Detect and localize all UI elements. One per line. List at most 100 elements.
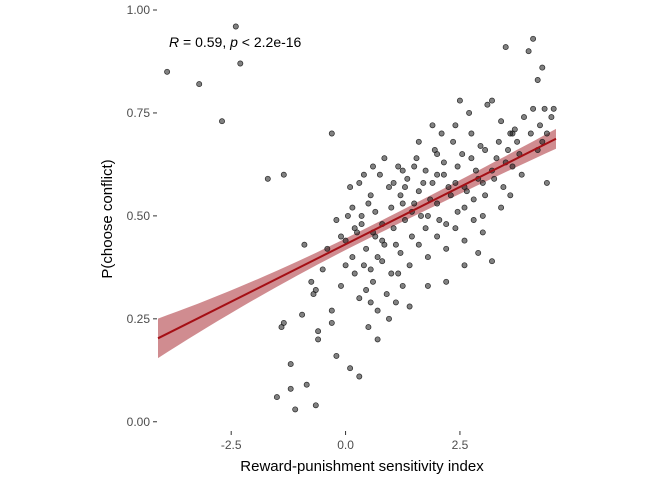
data-point — [308, 278, 315, 285]
data-point — [367, 192, 374, 199]
data-point — [338, 282, 344, 289]
y-tick-label: 0.75 — [127, 106, 151, 120]
data-point — [422, 167, 429, 174]
data-point — [477, 142, 484, 149]
data-point — [299, 311, 306, 318]
data-point — [374, 336, 381, 343]
data-point — [390, 179, 397, 186]
data-point — [505, 147, 511, 153]
data-point — [312, 287, 319, 293]
x-tick-label: 0.0 — [337, 438, 354, 452]
data-point — [356, 295, 363, 302]
data-point — [356, 179, 363, 186]
data-point — [489, 258, 495, 265]
data-point — [406, 303, 413, 310]
data-point — [374, 307, 381, 314]
data-point — [443, 278, 450, 285]
data-point — [450, 138, 457, 145]
data-point — [301, 241, 308, 248]
confidence-band-layer — [158, 128, 556, 359]
data-point — [342, 262, 349, 269]
data-point — [498, 204, 505, 211]
data-point — [379, 258, 386, 265]
data-point — [539, 64, 546, 71]
data-point — [365, 324, 372, 331]
data-point — [434, 233, 441, 240]
data-point — [351, 270, 358, 277]
data-point — [514, 138, 521, 145]
data-point — [502, 44, 509, 51]
r-symbol: R — [169, 34, 179, 50]
data-point — [411, 163, 418, 170]
data-point — [374, 254, 381, 261]
data-point — [365, 200, 372, 207]
points-layer — [164, 23, 557, 413]
data-point — [379, 237, 386, 244]
data-point — [418, 212, 424, 219]
data-point — [370, 163, 376, 170]
data-point — [287, 385, 294, 392]
data-point — [399, 167, 406, 174]
data-point — [479, 229, 486, 236]
data-point — [456, 97, 463, 104]
data-point — [482, 147, 489, 153]
data-point — [328, 307, 335, 314]
data-point — [452, 179, 459, 186]
data-point — [370, 278, 376, 285]
data-point — [333, 352, 340, 359]
data-point — [500, 184, 507, 191]
data-point — [530, 105, 537, 112]
data-point — [411, 200, 418, 207]
data-point — [429, 122, 436, 129]
data-point — [415, 138, 422, 145]
data-point — [360, 171, 367, 178]
data-point — [521, 114, 527, 121]
data-point — [338, 233, 344, 240]
data-point — [319, 266, 326, 273]
data-point — [424, 212, 431, 219]
data-point — [470, 196, 477, 203]
data-point — [406, 262, 413, 269]
data-point — [386, 315, 392, 322]
data-point — [358, 212, 365, 219]
data-point — [525, 48, 532, 55]
data-point — [328, 319, 335, 326]
data-point — [278, 324, 285, 331]
data-point — [518, 171, 525, 178]
data-point — [493, 155, 500, 162]
data-point — [415, 188, 422, 195]
data-point — [356, 373, 363, 380]
y-tick-label: 0.00 — [127, 415, 151, 429]
data-point — [376, 171, 383, 178]
data-point — [468, 155, 475, 162]
data-point — [363, 245, 370, 252]
data-point — [402, 184, 408, 191]
data-point — [367, 266, 374, 273]
data-point — [541, 105, 548, 112]
data-point — [315, 336, 322, 343]
data-point — [452, 122, 459, 129]
data-point — [358, 221, 365, 228]
y-tick-label: 1.00 — [127, 3, 151, 17]
data-point — [372, 208, 379, 215]
data-point — [196, 81, 203, 88]
data-point — [280, 171, 287, 178]
data-point — [395, 270, 402, 277]
data-point — [424, 282, 431, 289]
x-tick-label: 2.5 — [452, 438, 469, 452]
correlation-annotation: R = 0.59, p < 2.2e-16 — [169, 34, 302, 50]
data-point — [436, 217, 443, 223]
data-point — [415, 241, 422, 248]
data-point — [273, 394, 280, 401]
data-point — [333, 217, 340, 223]
data-point — [489, 97, 495, 104]
data-point — [530, 35, 537, 42]
confidence-band — [158, 128, 556, 359]
data-point — [459, 151, 466, 158]
data-point — [452, 225, 459, 232]
data-point — [527, 130, 534, 137]
data-point — [237, 60, 244, 67]
data-point — [434, 151, 441, 158]
data-point — [550, 105, 557, 112]
